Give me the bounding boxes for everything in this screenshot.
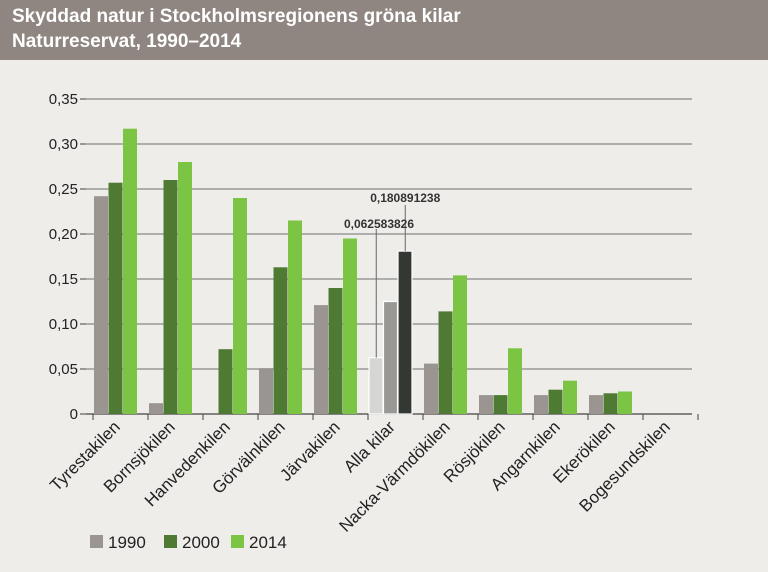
x-tick-label: Nacka-Värmdökilen — [335, 417, 453, 535]
bar — [563, 380, 577, 414]
bar — [508, 348, 522, 414]
bar — [534, 395, 548, 414]
chart-header: Skyddad natur i Stockholmsregionens grön… — [0, 0, 768, 60]
annotation-label: 0,180891238 — [370, 191, 440, 205]
y-tick-label: 0,25 — [49, 181, 78, 198]
bar — [453, 275, 467, 414]
bar — [163, 180, 178, 414]
annotation-label: 0,062583826 — [344, 217, 414, 231]
y-tick-label: 0,20 — [49, 226, 78, 243]
y-tick-label: 0 — [70, 406, 78, 423]
bar — [479, 395, 493, 414]
bar — [94, 196, 108, 414]
bar — [108, 182, 123, 414]
bar — [368, 357, 384, 415]
bar — [548, 389, 563, 414]
y-tick-label: 0,30 — [49, 136, 78, 153]
bar — [328, 288, 343, 414]
y-tick-label: 0,05 — [49, 361, 78, 378]
bar — [288, 220, 302, 414]
x-tick-label: Järvakilen — [276, 417, 344, 485]
bar — [123, 128, 137, 414]
bar — [589, 395, 603, 414]
legend-swatch — [231, 535, 244, 548]
y-tick-label: 0,10 — [49, 316, 78, 333]
bar — [424, 363, 438, 414]
bar — [259, 368, 273, 414]
bar — [273, 267, 288, 414]
legend-label: 1990 — [108, 533, 146, 552]
bar — [493, 395, 508, 414]
chart-subtitle: Naturreservat, 1990–2014 — [12, 31, 242, 52]
chart-title: Skyddad natur i Stockholmsregionens grön… — [12, 6, 461, 27]
legend-label: 2000 — [182, 533, 220, 552]
bar — [233, 198, 247, 414]
y-tick-label: 0,35 — [49, 91, 78, 108]
bar — [218, 349, 233, 414]
bar — [603, 393, 618, 414]
bar — [397, 250, 413, 415]
bar — [438, 311, 453, 414]
bar — [314, 305, 328, 414]
y-tick-label: 0,15 — [49, 271, 78, 288]
bar — [178, 162, 192, 414]
bar — [618, 391, 632, 414]
bar — [382, 300, 399, 415]
legend-label: 2014 — [249, 533, 287, 552]
legend-swatch — [164, 535, 177, 548]
bar — [149, 403, 163, 414]
bar — [343, 238, 357, 414]
legend-swatch — [90, 535, 103, 548]
